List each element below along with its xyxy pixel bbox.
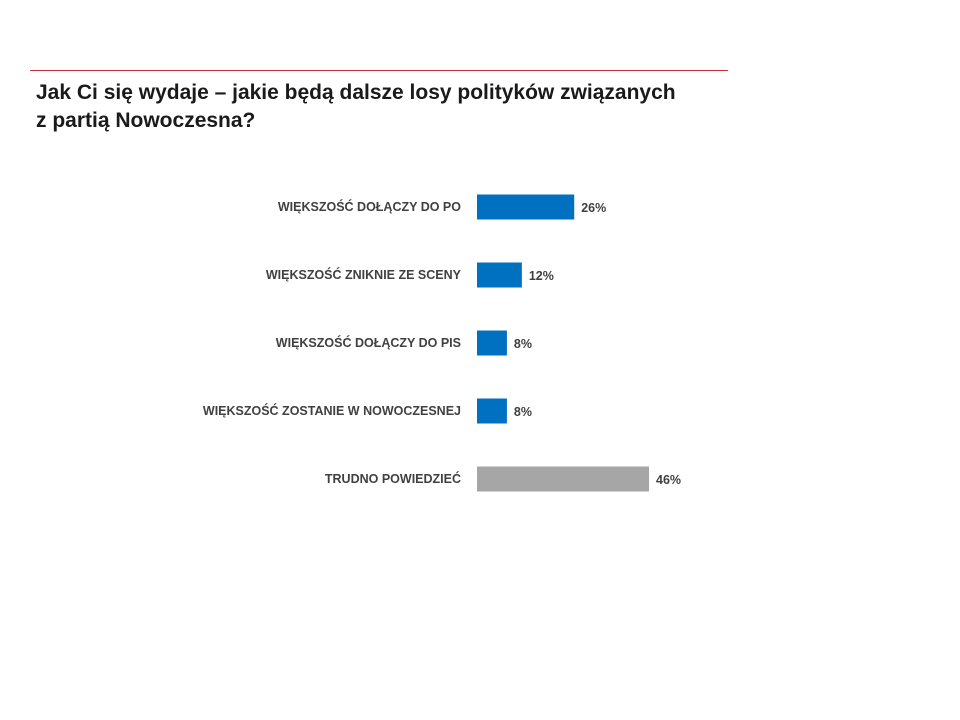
category-label: WIĘKSZOŚĆ ZOSTANIE W NOWOCZESNEJ <box>203 403 461 418</box>
value-label: 12% <box>529 269 554 283</box>
value-label: 8% <box>514 337 532 351</box>
value-label: 8% <box>514 405 532 419</box>
bar <box>477 466 649 492</box>
bar <box>477 194 575 220</box>
category-label: WIĘKSZOŚĆ ZNIKNIE ZE SCENY <box>266 267 462 282</box>
category-label: WIĘKSZOŚĆ DOŁĄCZY DO PIS <box>276 335 461 350</box>
bar <box>477 330 507 356</box>
chart-title: Jak Ci się wydaje – jakie będą dalsze lo… <box>36 81 676 132</box>
bar <box>477 398 507 424</box>
value-label: 46% <box>656 473 681 487</box>
top-divider-line <box>30 70 728 71</box>
value-label: 26% <box>581 201 606 215</box>
bar <box>477 262 522 288</box>
category-label: WIĘKSZOŚĆ DOŁĄCZY DO PO <box>278 199 461 214</box>
category-label: TRUDNO POWIEDZIEĆ <box>325 471 461 486</box>
